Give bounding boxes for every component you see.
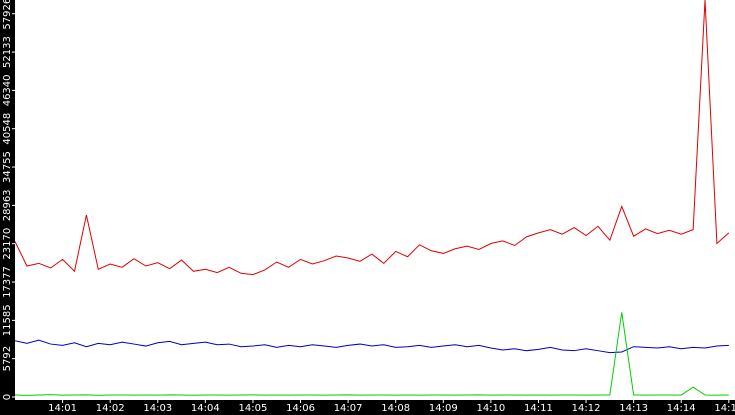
y-tick-label: 17377 xyxy=(2,266,13,298)
y-tick-label: 52133 xyxy=(2,36,13,68)
y-tick-label: 34755 xyxy=(2,151,13,183)
y-tick-label: 40548 xyxy=(2,113,13,145)
y-tick-label: 57926 xyxy=(2,0,13,30)
y-axis-strip xyxy=(0,0,15,415)
x-tick-label: 14:05 xyxy=(239,403,268,414)
x-tick-label: 14:14 xyxy=(667,403,696,414)
y-tick-label: 11585 xyxy=(2,304,13,336)
x-tick-label: 14:10 xyxy=(476,403,505,414)
x-tick-label: 14:12 xyxy=(572,403,601,414)
x-tick-label: 14:09 xyxy=(429,403,458,414)
x-tick-label: 14:02 xyxy=(96,403,125,414)
y-tick-label: 5792 xyxy=(2,346,13,371)
series-line xyxy=(14,0,730,276)
x-tick-label: 14:04 xyxy=(191,403,220,414)
y-tick-label: 0 xyxy=(2,394,13,400)
x-tick-label: 14:11 xyxy=(524,403,553,414)
x-tick-label: 14:06 xyxy=(286,403,315,414)
x-tick-label: 14:13 xyxy=(619,403,648,414)
y-tick-label: 46340 xyxy=(2,74,13,106)
x-tick-label: 14:07 xyxy=(334,403,363,414)
series-line xyxy=(14,312,729,396)
series-line xyxy=(14,339,729,354)
x-tick-label: 14:08 xyxy=(381,403,410,414)
x-tick-label: 14:15 xyxy=(714,403,735,414)
x-axis-strip xyxy=(0,400,735,415)
x-tick-label: 14:03 xyxy=(143,403,172,414)
y-tick-label: 28963 xyxy=(2,189,13,221)
x-tick-label: 14:01 xyxy=(48,403,77,414)
y-tick-label: 23170 xyxy=(2,228,13,260)
